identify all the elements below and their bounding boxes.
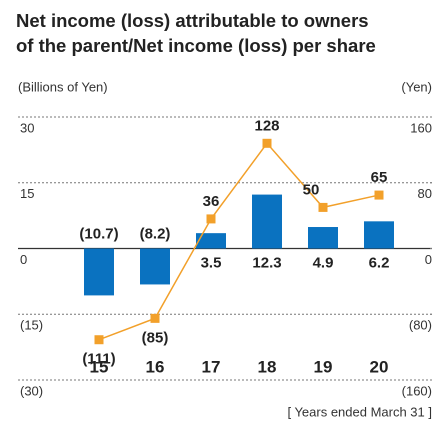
bar <box>252 194 282 249</box>
line-marker <box>94 335 104 345</box>
bar <box>84 248 114 296</box>
x-tick-label: 19 <box>314 357 333 376</box>
line-value-label: (111) <box>82 351 115 368</box>
y-tick-label: 15 <box>20 186 34 201</box>
y2-tick-label: 160 <box>410 120 432 135</box>
line-value-label: 128 <box>254 117 279 134</box>
y2-tick-label: 80 <box>418 186 432 201</box>
line-marker <box>262 138 272 148</box>
bar-value-label: (10.7) <box>79 225 118 242</box>
line-value-label: 36 <box>203 193 220 210</box>
y-tick-label: 30 <box>20 120 34 135</box>
bar <box>140 248 170 285</box>
chart-title: Net income (loss) attributable to owners… <box>16 8 376 58</box>
y-tick-label: (15) <box>20 318 43 333</box>
y2-tick-label: 0 <box>425 252 432 267</box>
line-value-label: (85) <box>142 329 169 346</box>
x-tick-label: 17 <box>202 357 221 376</box>
x-tick-label: 16 <box>146 357 165 376</box>
y-tick-label: 0 <box>20 252 27 267</box>
bar-value-label: 6.2 <box>369 254 390 271</box>
line-value-label: 65 <box>371 169 388 186</box>
line-value-label: 50 <box>303 181 320 198</box>
title-line: Net income (loss) attributable to owners <box>16 10 369 31</box>
y2-tick-label: (160) <box>402 383 432 398</box>
line-marker <box>318 202 328 212</box>
y-axis-label: (Billions of Yen) <box>18 79 108 94</box>
x-tick-label: 15 <box>90 357 109 376</box>
y-tick-label: (30) <box>20 383 43 398</box>
bar <box>308 227 338 249</box>
line-marker <box>374 190 384 200</box>
line-marker <box>206 214 216 224</box>
x-tick-label: 18 <box>258 357 277 376</box>
bar-value-label: 4.9 <box>313 254 334 271</box>
y2-tick-label: (80) <box>409 318 432 333</box>
bar <box>364 221 394 249</box>
line-marker <box>150 313 160 323</box>
x-tick-label: 20 <box>370 357 389 376</box>
bar <box>196 233 226 249</box>
bar-value-label: 3.5 <box>201 254 222 271</box>
line <box>98 142 380 341</box>
y2-axis-label: (Yen) <box>401 79 432 94</box>
bar-value-label: (8.2) <box>140 225 171 242</box>
title-line: of the parent/Net income (loss) per shar… <box>16 35 376 56</box>
x-note: [ Years ended March 31 ] <box>287 404 432 419</box>
bar-value-label: 12.3 <box>252 254 281 271</box>
